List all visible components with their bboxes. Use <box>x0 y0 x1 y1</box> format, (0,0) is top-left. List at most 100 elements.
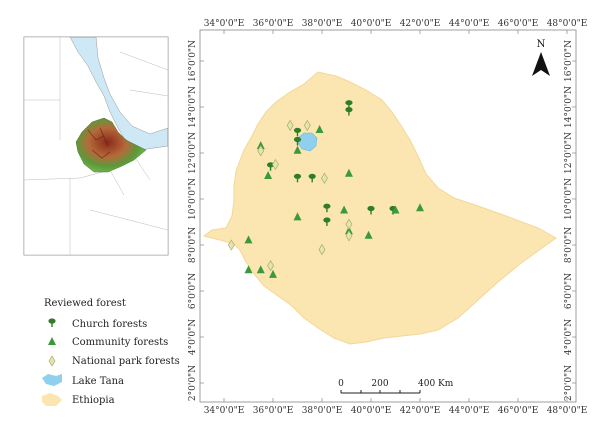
church-tree-icon <box>48 318 56 327</box>
lon-tick-label-bottom: 46°0'0"E <box>498 406 539 416</box>
legend-item-church: Church forests <box>48 318 147 330</box>
lon-tick-label-bottom: 34°0'0"E <box>204 406 245 416</box>
lat-tick-label-left: 12°0'0"N <box>188 132 198 174</box>
church-forest-site <box>323 203 331 213</box>
lat-tick-label-right: 8°0'0"N <box>564 227 574 263</box>
community-forest-site <box>416 203 424 212</box>
lat-ticks-right: 2°0'0"N 4°0'0"N 6°0'0"N 8°0'0"N 10°0'0"N 12°0… <box>564 40 576 401</box>
church-forest-site <box>367 205 375 215</box>
lon-tick-label-top: 40°0'0"E <box>351 19 392 29</box>
lon-tick-label-bottom: 44°0'0"E <box>449 406 490 416</box>
community-forest-site <box>293 145 302 154</box>
lon-tick-label-top: 48°0'0"E <box>547 19 588 29</box>
church-forest-site <box>266 162 275 171</box>
inset-ethiopia-relief <box>75 117 147 173</box>
forest-sites <box>227 100 424 278</box>
legend: Reviewed forest Church forests Community… <box>42 298 180 406</box>
national-park-forest-site <box>345 218 353 230</box>
church-forest-site <box>293 173 302 183</box>
lon-ticks-top: 34°0'0"E 36°0'0"E 38°0'0"E 40°0'0"E 42°0'0"E… <box>204 19 588 34</box>
lon-tick-label-bottom: 42°0'0"E <box>400 406 441 416</box>
ethiopia-country <box>202 71 557 345</box>
community-forest-site <box>340 205 349 214</box>
national-park-forest-site <box>227 239 235 251</box>
national-park-forest-site <box>257 145 265 157</box>
lon-tick-label-top: 34°0'0"E <box>204 19 245 29</box>
lon-tick-label-bottom: 40°0'0"E <box>351 406 392 416</box>
north-label: N <box>537 39 546 50</box>
north-arrow: N <box>532 39 550 76</box>
country-swatch-icon <box>42 393 62 406</box>
church-forest-site <box>293 127 302 137</box>
north-arrow-left <box>532 52 541 76</box>
national-park-leaf-icon <box>48 355 56 367</box>
lon-tick-label-bottom: 38°0'0"E <box>302 406 343 416</box>
lat-tick-label-right: 6°0'0"N <box>564 273 574 309</box>
church-forest-site <box>345 107 353 116</box>
legend-item-lake: Lake Tana <box>42 374 124 387</box>
community-forest-site <box>244 235 253 244</box>
legend-item-national-park: National park forests <box>48 355 180 367</box>
scale-label-200: 200 <box>371 379 388 389</box>
inset-land-arabia <box>95 36 169 135</box>
lon-tick-label-top: 38°0'0"E <box>302 19 343 29</box>
lat-tick-label-left: 8°0'0"N <box>188 227 198 263</box>
national-park-forest-site <box>321 172 328 184</box>
lon-tick-label-bottom: 48°0'0"E <box>547 406 588 416</box>
community-forest-site <box>244 265 253 274</box>
scale-label-400: 400 Km <box>418 379 454 389</box>
national-park-forest-site <box>318 243 326 256</box>
lat-ticks-left: 2°0'0"N 4°0'0"N 6°0'0"N 8°0'0"N 10°0'0"N 12°0… <box>188 40 204 401</box>
lon-tick-label-top: 36°0'0"E <box>253 19 294 29</box>
inset-borders <box>23 37 169 255</box>
lat-tick-label-right: 2°0'0"N <box>564 365 574 401</box>
inset-map <box>23 36 169 256</box>
national-park-forest-site <box>303 119 311 132</box>
community-forest-site <box>364 230 373 239</box>
legend-label-church: Church forests <box>72 319 147 330</box>
lat-tick-label-right: 12°0'0"N <box>564 132 574 174</box>
legend-label-national-park: National park forests <box>72 356 180 367</box>
lon-ticks-bottom: 34°0'0"E 36°0'0"E 38°0'0"E 40°0'0"E 42°0'0"E… <box>204 398 588 416</box>
community-forest-site <box>344 168 353 177</box>
church-forest-site <box>345 100 353 109</box>
lat-tick-label-left: 10°0'0"N <box>188 178 198 220</box>
lat-tick-label-left: 2°0'0"N <box>188 365 198 401</box>
community-forest-site <box>264 171 273 179</box>
legend-item-community: Community forests <box>48 337 168 348</box>
lat-tick-label-right: 4°0'0"N <box>564 319 574 355</box>
scale-label-0: 0 <box>338 379 344 389</box>
legend-title: Reviewed forest <box>44 298 126 309</box>
national-park-forest-site <box>286 119 294 132</box>
lat-tick-label-left: 14°0'0"N <box>188 86 198 128</box>
lake-tana <box>297 132 318 152</box>
scale-bar: 0 200 400 Km <box>338 379 454 394</box>
legend-label-lake: Lake Tana <box>72 376 124 387</box>
lat-tick-label-right: 14°0'0"N <box>564 86 574 128</box>
national-park-forest-site <box>272 158 279 171</box>
church-forest-site <box>293 136 302 146</box>
church-forest-site <box>323 217 331 226</box>
lat-tick-label-left: 16°0'0"N <box>188 40 198 82</box>
lat-tick-label-right: 10°0'0"N <box>564 178 574 220</box>
lon-tick-label-top: 46°0'0"E <box>498 19 539 29</box>
legend-label-country: Ethiopia <box>72 395 115 406</box>
community-forest-site <box>256 265 265 274</box>
lon-tick-label-bottom: 36°0'0"E <box>253 406 294 416</box>
community-tree-icon <box>48 337 56 345</box>
national-park-forest-site <box>267 260 274 272</box>
church-forest-site <box>308 173 316 183</box>
lake-swatch-icon <box>42 374 62 386</box>
community-forest-site <box>315 125 324 133</box>
community-forest-site <box>293 212 302 221</box>
community-forest-site <box>391 205 400 214</box>
north-arrow-right <box>541 52 550 76</box>
lat-tick-label-right: 16°0'0"N <box>564 40 574 82</box>
lon-tick-label-top: 42°0'0"E <box>400 19 441 29</box>
lon-tick-label-top: 44°0'0"E <box>449 19 490 29</box>
legend-item-country: Ethiopia <box>42 393 115 406</box>
inset-relief-ridges <box>87 127 111 159</box>
community-forest-site <box>269 269 277 278</box>
lat-tick-label-left: 6°0'0"N <box>188 273 198 309</box>
